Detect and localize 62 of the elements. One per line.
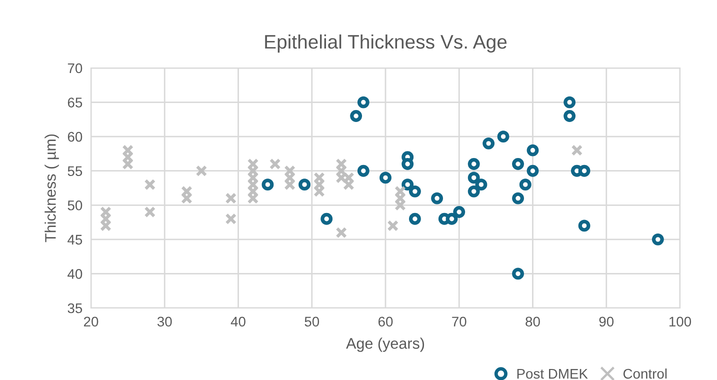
point (512, 268, 524, 280)
point (497, 130, 510, 143)
x-tick-label: 80 (526, 316, 540, 327)
point (431, 192, 444, 204)
point (512, 158, 524, 170)
point (468, 172, 480, 184)
y-tick-label: 45 (68, 234, 82, 245)
point (144, 206, 156, 218)
legend-label: Post DMEK (517, 369, 588, 379)
x-tick-label: 70 (452, 316, 466, 327)
point (262, 178, 274, 191)
point (578, 220, 590, 232)
point (564, 110, 576, 122)
y-tick-label: 70 (68, 63, 82, 74)
chart-title: Epithelial Thickness Vs. Age (265, 34, 507, 53)
point (519, 178, 532, 191)
point (453, 206, 466, 218)
point (144, 178, 156, 190)
y-tick-label: 65 (68, 98, 82, 108)
x-tick-label: 30 (157, 316, 172, 327)
legend-label: Control (623, 368, 667, 379)
point (564, 96, 576, 108)
point (196, 165, 208, 177)
point (357, 96, 370, 108)
point (269, 158, 281, 170)
point (225, 192, 237, 204)
point (526, 144, 539, 156)
point (408, 185, 421, 198)
point (387, 220, 399, 232)
point (446, 212, 458, 225)
point (402, 158, 414, 170)
point (225, 213, 237, 225)
point (482, 137, 495, 150)
point (336, 226, 348, 238)
point (526, 164, 539, 177)
point (571, 144, 583, 156)
y-tick-label: 60 (68, 132, 82, 142)
point (408, 212, 421, 225)
point (320, 212, 333, 225)
y-tick-label: 50 (68, 200, 82, 210)
x-tick-label: 60 (378, 316, 393, 327)
x-tick-label: 100 (669, 316, 692, 327)
y-tick-label: 35 (68, 303, 82, 314)
point (298, 178, 310, 191)
point (468, 185, 480, 198)
point (578, 164, 590, 177)
y-axis-title: Thickness ( µm) (44, 134, 59, 242)
point (402, 178, 414, 191)
point (350, 110, 362, 122)
x-tick-label: 40 (230, 316, 246, 327)
x-tick-label: 20 (84, 316, 98, 327)
point (475, 178, 488, 191)
point (357, 164, 370, 177)
point (652, 233, 664, 246)
y-tick-label: 40 (68, 269, 82, 279)
x-tick-label: 50 (304, 316, 320, 327)
x-axis-title: Age (years) (346, 338, 424, 352)
x-tick-label: 90 (599, 316, 614, 327)
y-tick-label: 55 (68, 166, 82, 176)
point (468, 158, 480, 170)
point (380, 172, 392, 184)
point (512, 192, 524, 204)
